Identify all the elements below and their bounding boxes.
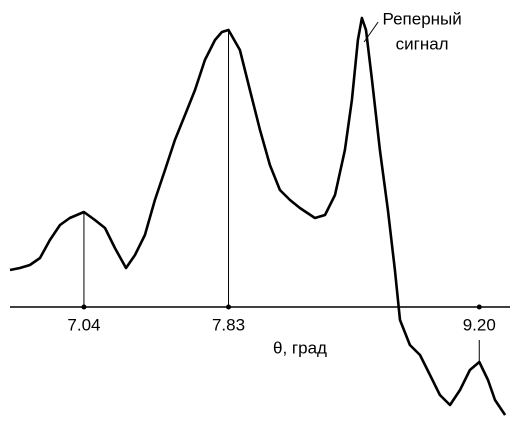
tick-mark bbox=[476, 304, 482, 310]
x-axis-label: θ, град bbox=[273, 338, 327, 357]
annotation: сигнал bbox=[396, 34, 449, 53]
tick-mark bbox=[81, 304, 87, 310]
annotation: Реперный bbox=[382, 9, 461, 28]
tick-mark bbox=[226, 304, 232, 310]
x-tick-label: 7.04 bbox=[67, 315, 100, 334]
annotation-leader bbox=[363, 21, 379, 43]
x-tick-label: 9.20 bbox=[463, 315, 496, 334]
x-tick-label: 7.83 bbox=[212, 315, 245, 334]
data-line bbox=[9, 16, 507, 416]
